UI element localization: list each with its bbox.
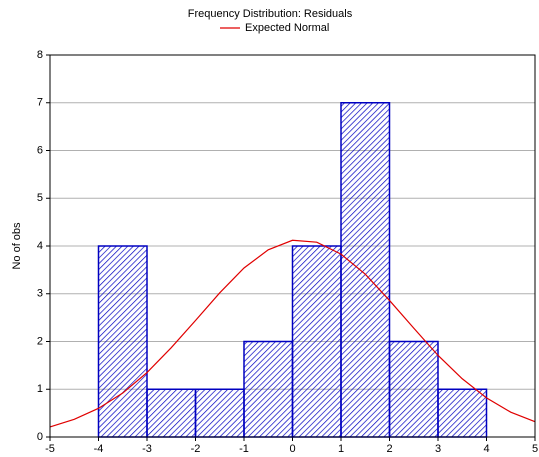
y-tick-label: 1 (37, 383, 43, 395)
y-tick-label: 0 (37, 431, 43, 443)
legend-label: Expected Normal (245, 22, 329, 34)
bar (243, 340, 294, 438)
x-tick-label: -2 (191, 443, 201, 455)
bar (437, 388, 488, 438)
x-tick-label: 1 (338, 443, 344, 455)
chart-title: Frequency Distribution: Residuals (188, 8, 353, 20)
normal-curve (49, 239, 536, 428)
y-tick-label: 8 (37, 49, 43, 61)
y-axis-label: No of obs (11, 222, 23, 270)
x-tick-label: 5 (532, 443, 538, 455)
x-tick-label: -5 (45, 443, 55, 455)
y-tick-label: 4 (37, 240, 43, 252)
bar (97, 245, 148, 438)
x-tick-label: 3 (435, 443, 441, 455)
x-tick-label: 2 (386, 443, 392, 455)
y-tick-label: 3 (37, 288, 43, 300)
x-tick-label: -4 (94, 443, 104, 455)
x-tick-label: -1 (239, 443, 249, 455)
plot-frame (49, 54, 536, 438)
bar (291, 245, 342, 438)
bar (388, 340, 439, 438)
y-tick-label: 2 (37, 335, 43, 347)
bar (146, 388, 197, 438)
x-tick-label: 4 (483, 443, 489, 455)
bar (340, 102, 391, 438)
bar (194, 388, 245, 438)
y-tick-label: 7 (37, 97, 43, 109)
y-tick-label: 6 (37, 144, 43, 156)
x-tick-label: 0 (289, 443, 295, 455)
y-tick-label: 5 (37, 192, 43, 204)
x-tick-label: -3 (142, 443, 152, 455)
